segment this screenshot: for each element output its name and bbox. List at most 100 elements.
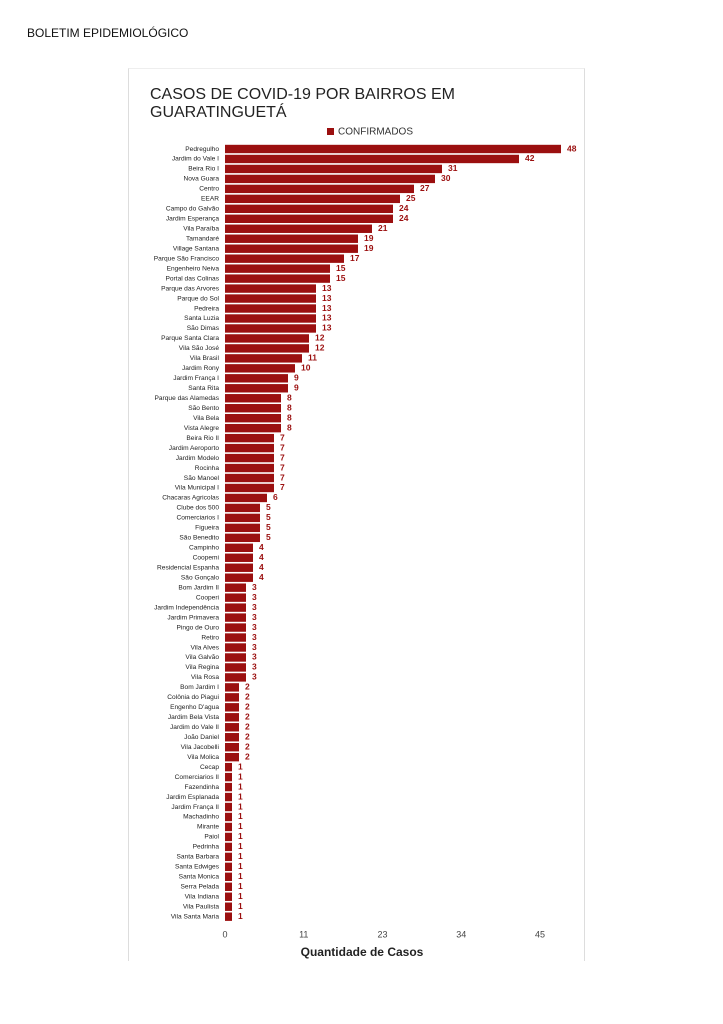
bar — [225, 723, 239, 732]
bar — [225, 743, 239, 752]
y-tick-label: Jardim França I — [173, 375, 219, 382]
y-tick-label: Engenheiro Neiva — [167, 265, 220, 272]
value-label: 27 — [420, 183, 430, 193]
y-tick-label: São Dimas — [187, 325, 220, 332]
value-label: 7 — [280, 432, 285, 442]
value-label: 2 — [245, 731, 250, 741]
value-label: 19 — [364, 233, 374, 243]
value-label: 3 — [252, 602, 257, 612]
value-label: 4 — [259, 562, 264, 572]
value-label: 25 — [406, 193, 416, 203]
bar — [225, 334, 309, 343]
y-tick-label: Vila Rosa — [191, 674, 219, 681]
bar — [225, 842, 232, 852]
value-label: 1 — [238, 811, 243, 821]
y-tick-label: Cecap — [200, 764, 219, 771]
value-label: 3 — [252, 622, 257, 632]
y-tick-label: Jardim Aeroporto — [169, 445, 220, 452]
y-tick-label: Cooperi — [196, 594, 220, 601]
bar — [225, 423, 281, 433]
y-tick-label: Vista Alegre — [184, 425, 219, 432]
bar — [225, 663, 246, 672]
y-tick-label: Fazendinha — [185, 784, 220, 791]
y-tick-label: Santa Monica — [179, 874, 220, 881]
bar — [225, 733, 239, 742]
value-label: 6 — [273, 492, 278, 502]
bar — [225, 264, 330, 273]
y-tick-label: Vila Regina — [185, 664, 219, 671]
bar — [225, 404, 281, 413]
value-label: 13 — [322, 303, 332, 313]
value-label: 21 — [378, 223, 388, 233]
value-label: 7 — [280, 482, 285, 492]
value-label: 3 — [252, 612, 257, 622]
value-label: 15 — [336, 273, 346, 283]
y-tick-label: Pedrinha — [193, 844, 220, 851]
value-label: 5 — [266, 512, 271, 522]
bar — [225, 384, 288, 393]
y-tick-label: Parque Santa Clara — [161, 335, 219, 342]
value-label: 2 — [245, 712, 250, 722]
bar — [225, 693, 239, 702]
y-tick-label: João Daniel — [184, 734, 219, 741]
bar — [225, 453, 274, 463]
value-label: 2 — [245, 682, 250, 692]
value-label: 1 — [238, 791, 243, 801]
y-tick-label: Pedregulho — [185, 146, 219, 153]
bar — [225, 782, 232, 792]
value-label: 3 — [252, 592, 257, 602]
value-label: 4 — [259, 552, 264, 562]
bar — [225, 583, 246, 592]
y-tick-label: Coopemi — [193, 555, 220, 562]
value-label: 12 — [315, 343, 325, 353]
bar — [225, 364, 295, 373]
value-label: 11 — [308, 353, 317, 363]
value-label: 3 — [252, 582, 257, 592]
value-label: 5 — [266, 522, 271, 532]
value-label: 3 — [252, 642, 257, 652]
y-tick-label: Parque das Alamedas — [154, 395, 219, 402]
value-label: 4 — [259, 572, 264, 582]
bar — [225, 882, 232, 891]
bar — [225, 184, 414, 194]
y-tick-label: Parque do Sol — [177, 295, 219, 302]
value-label: 1 — [238, 761, 243, 771]
y-tick-label: Rocinha — [195, 465, 220, 472]
x-tick-label: 34 — [456, 929, 466, 939]
bar — [225, 573, 253, 582]
value-label: 1 — [238, 861, 243, 871]
bar — [225, 523, 260, 533]
value-label: 2 — [245, 741, 250, 751]
value-label: 7 — [280, 452, 285, 462]
bar — [225, 703, 239, 712]
y-tick-label: Santa Luzia — [184, 315, 219, 322]
bar — [225, 374, 288, 383]
value-label: 8 — [287, 422, 292, 432]
bar — [225, 613, 246, 622]
x-tick-label: 23 — [377, 929, 387, 939]
value-label: 1 — [238, 781, 243, 791]
y-tick-label: São Manoel — [184, 475, 220, 482]
y-tick-label: Campo do Galvão — [166, 206, 219, 213]
y-tick-label: Jardim Primavera — [167, 614, 219, 621]
bar — [225, 752, 239, 762]
value-label: 13 — [322, 313, 332, 323]
bar — [225, 543, 253, 552]
y-tick-label: Clube dos 500 — [176, 505, 219, 512]
value-label: 8 — [287, 402, 292, 412]
bar — [225, 244, 358, 253]
value-label: 30 — [441, 173, 451, 183]
chart-frame — [128, 68, 585, 961]
y-tick-label: Pedreira — [194, 305, 219, 312]
bar — [225, 144, 561, 154]
value-label: 1 — [238, 851, 243, 861]
bar — [225, 513, 260, 523]
y-tick-label: Chacaras Agricolas — [162, 495, 220, 502]
value-label: 5 — [266, 502, 271, 512]
y-tick-label: Vila Municipal I — [175, 485, 219, 492]
bar — [225, 224, 372, 233]
bar — [225, 194, 400, 204]
value-label: 9 — [294, 383, 299, 393]
